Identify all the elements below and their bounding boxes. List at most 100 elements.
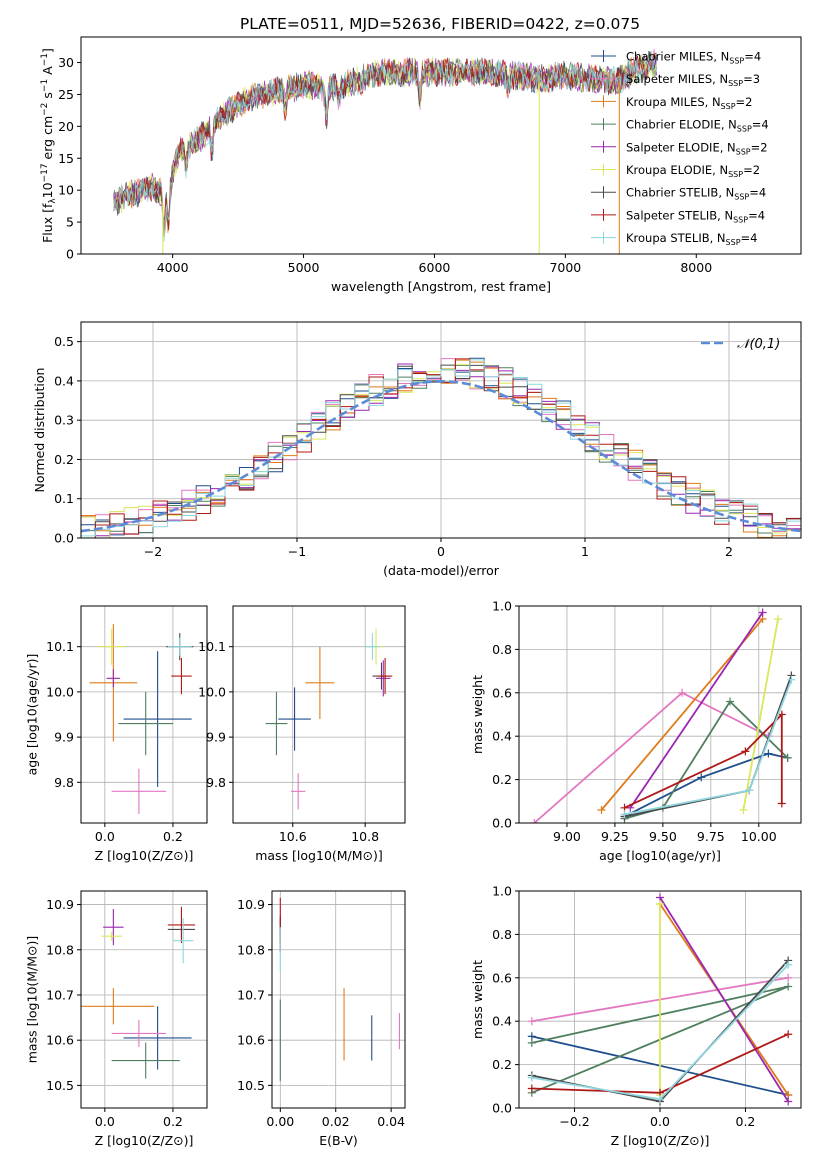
x-tick-label: 4000 [157, 260, 189, 275]
y-tick-label: 0.2 [492, 772, 512, 787]
weight-marker [697, 773, 706, 782]
x-tick-label: 2 [725, 544, 733, 559]
mass-weight-vs-age-panel: 9.00 9.25 9.50 9.75 10.00 0.0 0.2 0.4 0.6 0.8 1.0 a… [470, 599, 802, 863]
weight-marker [597, 805, 606, 814]
weight-line-1 [624, 752, 788, 818]
x-tick-label: 10.00 [741, 829, 777, 844]
weight-marker [784, 1097, 793, 1106]
x-axis-label: Z [log10(Z/Z⊙)] [95, 1133, 194, 1148]
x-tick-label: 9.50 [649, 829, 677, 844]
y-tick-label: 0.0 [54, 531, 74, 546]
x-tick-label: 10.8 [351, 829, 379, 844]
y-tick-label: 5 [66, 215, 74, 230]
y-tick-label: 0.5 [54, 334, 74, 349]
legend-entry: 𝒩(0,1) [737, 337, 780, 352]
y-tick-label: 0.3 [54, 413, 74, 428]
spectrum-line-9 [113, 50, 657, 242]
y-tick-label: 10.7 [46, 987, 74, 1002]
weight-marker [678, 688, 687, 697]
y-tick-label: 0.1 [54, 491, 74, 506]
x-tick-label: 5000 [288, 260, 320, 275]
y-axis-label: mass weight [470, 675, 485, 754]
weight-marker [777, 710, 786, 719]
axes-frame [80, 605, 208, 824]
plot-area [81, 906, 196, 1079]
y-tick-label: 10.1 [46, 639, 74, 654]
y-tick-label: 10.9 [46, 897, 74, 912]
weight-line-5 [629, 611, 764, 809]
y-axis-label: Flux [fλ10−17 erg cm−2 s−1 A−1] [40, 48, 58, 243]
x-tick-label: 1 [581, 544, 589, 559]
weight-marker [773, 615, 782, 624]
legend-entry: Kroupa STELIB, NSSP=4 [626, 231, 757, 247]
x-tick-label: 8000 [680, 260, 712, 275]
weight-marker [777, 799, 786, 808]
mass-vs-metallicity-panel: 0.0 0.2 10.5 10.6 10.7 10.8 10.9 Z [log10(Z/Z⊙)… [25, 890, 208, 1148]
weight-marker [530, 819, 539, 823]
x-tick-label: 6000 [419, 260, 451, 275]
y-tick-label: 10.8 [237, 942, 265, 957]
weight-marker [784, 1030, 793, 1039]
plot-area [265, 628, 393, 810]
y-tick-label: 0.2 [54, 452, 74, 467]
x-axis-label: mass [log10(M/M⊙)] [255, 848, 383, 863]
histogram-steps-9 [81, 359, 801, 537]
x-axis-label: wavelength [Angstrom, rest frame] [331, 279, 551, 294]
x-tick-label: 0.04 [377, 1114, 405, 1129]
x-axis-label: Z [log10(Z/Z⊙)] [611, 1133, 710, 1148]
y-tick-label: 0.4 [492, 729, 512, 744]
legend-entry: Chabrier STELIB, NSSP=4 [626, 186, 766, 202]
weight-marker [527, 1017, 536, 1026]
x-tick-label: 9.25 [601, 829, 629, 844]
y-tick-label: 0.0 [492, 1101, 512, 1116]
weight-marker [741, 747, 750, 756]
x-tick-label: 0.2 [736, 1114, 756, 1129]
legend-entry: Chabrier MILES, NSSP=4 [626, 50, 761, 66]
y-tick-label: 10.5 [237, 1078, 265, 1093]
weight-marker [784, 982, 793, 991]
y-axis-label: mass weight [470, 960, 485, 1039]
figure-title: PLATE=0511, MJD=52636, FIBERID=0422, z=0… [240, 15, 640, 33]
histogram-steps-8 [81, 358, 801, 538]
weight-marker [527, 1084, 536, 1093]
legend-entry: Kroupa MILES, NSSP=2 [626, 95, 752, 111]
y-tick-label: 10.0 [46, 684, 74, 699]
y-tick-label: 15 [58, 151, 74, 166]
weight-marker [527, 1073, 536, 1082]
y-tick-label: 9.8 [206, 775, 226, 790]
y-tick-label: 10.6 [46, 1033, 74, 1048]
y-axis-label: age [log10(age/yr)] [25, 654, 40, 776]
y-tick-label: 9.9 [206, 730, 226, 745]
axes-frame [80, 890, 208, 1109]
axes-frame [271, 890, 406, 1109]
x-axis-label: (data-model)/error [383, 563, 500, 578]
x-tick-label: 0 [437, 544, 445, 559]
plot-area [530, 608, 796, 823]
x-tick-label: 0.00 [266, 1114, 294, 1129]
y-tick-label: 9.8 [54, 775, 74, 790]
y-tick-label: 10.8 [46, 942, 74, 957]
weight-line-4 [624, 700, 789, 820]
x-tick-label: −0.2 [559, 1114, 589, 1129]
weight-line-8 [624, 712, 783, 809]
plot-area [81, 357, 801, 538]
plot-area [113, 48, 657, 254]
y-tick-label: 0.4 [492, 1014, 512, 1029]
y-tick-label: 0.6 [492, 970, 512, 985]
weight-marker [726, 697, 735, 706]
x-tick-label: 0.2 [163, 1114, 183, 1129]
legend-entry: Kroupa ELODIE, NSSP=2 [626, 163, 760, 179]
x-tick-label: 10.6 [279, 829, 307, 844]
x-axis-label: age [log10(age/yr)] [599, 848, 721, 863]
legend-entry: Salpeter STELIB, NSSP=4 [626, 208, 765, 224]
x-tick-label: 0.0 [650, 1114, 670, 1129]
legend-entry: Salpeter ELODIE, NSSP=2 [626, 140, 768, 156]
legend-entry: Salpeter MILES, NSSP=3 [626, 72, 760, 88]
y-tick-label: 30 [58, 55, 74, 70]
y-tick-label: 1.0 [492, 599, 512, 614]
age-vs-metallicity-panel: 0.0 0.2 9.8 9.9 10.0 10.1 Z [log10(Z/Z⊙)] age [… [25, 605, 208, 863]
weight-marker [620, 810, 629, 819]
age-vs-mass-panel: 10.6 10.8 9.8 9.9 10.0 10.1 mass [log10(M/M⊙)] [198, 605, 406, 863]
weight-marker [656, 1095, 664, 1104]
weight-marker [739, 805, 748, 814]
